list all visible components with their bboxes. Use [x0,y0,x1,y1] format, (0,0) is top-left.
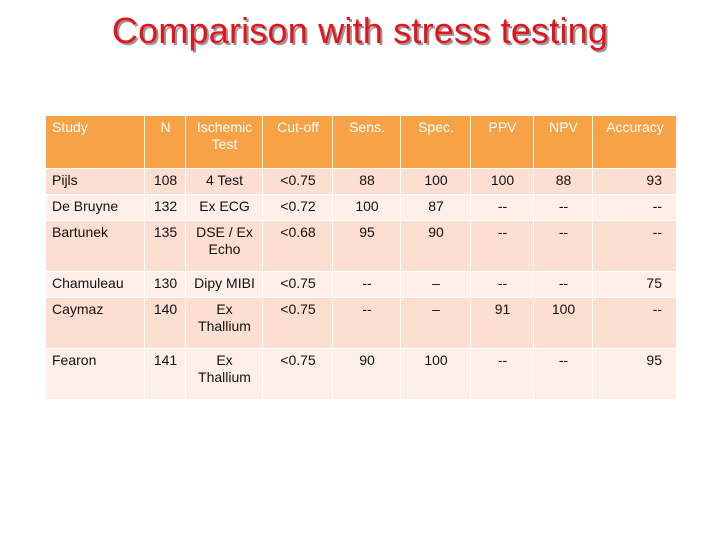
cell-spec: 90 [400,220,471,272]
cell-ppv: 91 [470,297,534,349]
cell-npv: 88 [533,168,593,195]
cell-ischemic-test: Ex Thallium [185,348,263,400]
cell-ischemic-test: 4 Test [185,168,263,195]
cell-study: Caymaz [45,297,145,349]
header-spec: Spec. [400,115,471,169]
cell-sens: -- [332,271,401,298]
cell-ischemic-test: Ex ECG [185,194,263,221]
header-sens: Sens. [332,115,401,169]
cell-cut-off: <0.75 [262,348,333,400]
cell-ppv: 100 [470,168,534,195]
cell-accuracy: -- [592,297,677,349]
header-n: N [144,115,186,169]
cell-npv: -- [533,271,593,298]
cell-accuracy: -- [592,194,677,221]
cell-spec: 100 [400,168,471,195]
cell-ppv: -- [470,220,534,272]
cell-npv: -- [533,194,593,221]
cell-accuracy: -- [592,220,677,272]
cell-spec: 87 [400,194,471,221]
cell-ppv: -- [470,194,534,221]
table-row: Bartunek 135 DSE / Ex Echo <0.68 95 90 -… [45,220,677,272]
cell-study: Fearon [45,348,145,400]
header-study: Study [45,115,145,169]
cell-cut-off: <0.68 [262,220,333,272]
table-row: De Bruyne 132 Ex ECG <0.72 100 87 -- -- … [45,194,677,221]
cell-npv: -- [533,220,593,272]
cell-ischemic-test: Ex Thallium [185,297,263,349]
cell-cut-off: <0.72 [262,194,333,221]
cell-spec: 100 [400,348,471,400]
cell-accuracy: 75 [592,271,677,298]
cell-ischemic-test: Dipy MIBI [185,271,263,298]
header-accuracy: Accuracy [592,115,677,169]
comparison-table: Study N Ischemic Test Cut-off Sens. Spec… [45,115,677,400]
table-row: Caymaz 140 Ex Thallium <0.75 -- – 91 100… [45,297,677,349]
header-npv: NPV [533,115,593,169]
cell-n: 140 [144,297,186,349]
cell-sens: 90 [332,348,401,400]
cell-study: De Bruyne [45,194,145,221]
cell-npv: -- [533,348,593,400]
table-header-row: Study N Ischemic Test Cut-off Sens. Spec… [45,115,677,169]
cell-n: 130 [144,271,186,298]
header-ppv: PPV [470,115,534,169]
cell-cut-off: <0.75 [262,168,333,195]
slide-title: Comparison with stress testing [111,10,609,51]
cell-study: Chamuleau [45,271,145,298]
table-row: Pijls 108 4 Test <0.75 88 100 100 88 93 [45,168,677,195]
cell-study: Bartunek [45,220,145,272]
table-row: Fearon 141 Ex Thallium <0.75 90 100 -- -… [45,348,677,400]
cell-sens: -- [332,297,401,349]
cell-n: 132 [144,194,186,221]
header-ischemic-test: Ischemic Test [185,115,263,169]
cell-sens: 100 [332,194,401,221]
cell-n: 141 [144,348,186,400]
cell-study: Pijls [45,168,145,195]
cell-accuracy: 95 [592,348,677,400]
cell-sens: 88 [332,168,401,195]
cell-n: 135 [144,220,186,272]
cell-sens: 95 [332,220,401,272]
cell-cut-off: <0.75 [262,297,333,349]
header-cut-off: Cut-off [262,115,333,169]
table-row: Chamuleau 130 Dipy MIBI <0.75 -- – -- --… [45,271,677,298]
cell-ppv: -- [470,271,534,298]
cell-ppv: -- [470,348,534,400]
cell-n: 108 [144,168,186,195]
cell-accuracy: 93 [592,168,677,195]
cell-npv: 100 [533,297,593,349]
cell-spec: – [400,271,471,298]
cell-ischemic-test: DSE / Ex Echo [185,220,263,272]
cell-cut-off: <0.75 [262,271,333,298]
cell-spec: – [400,297,471,349]
